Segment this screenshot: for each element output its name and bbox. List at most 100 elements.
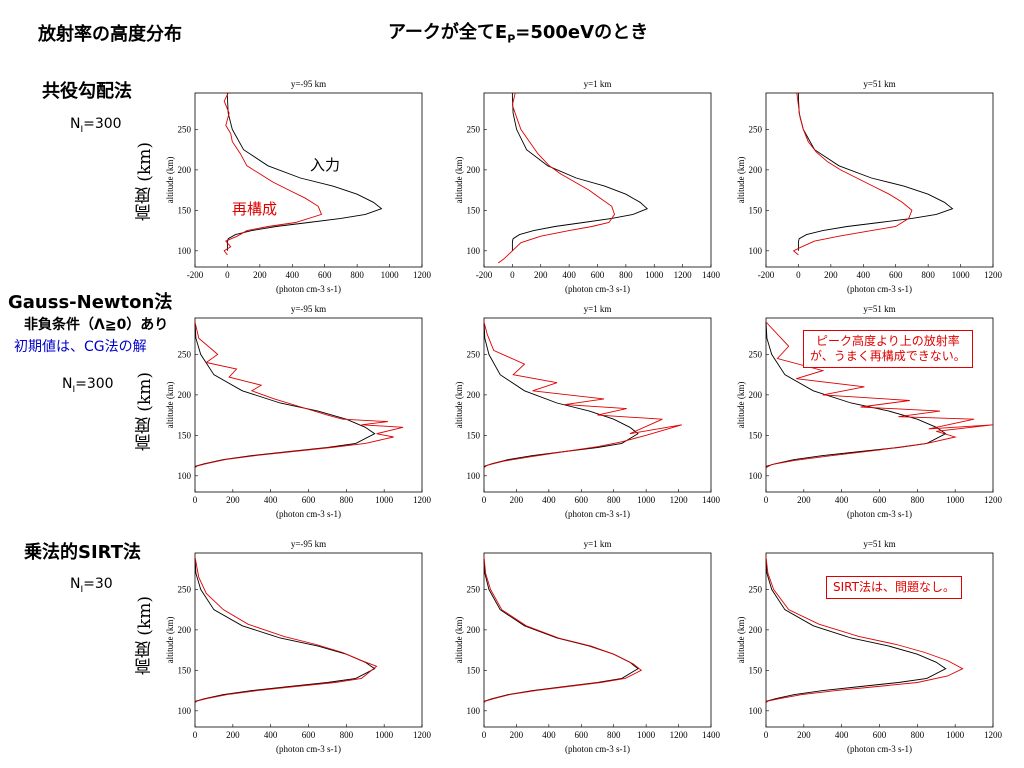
x-tick-label: 400	[542, 495, 556, 505]
slide-title-center: アークが全てEP=500eVのとき	[388, 18, 648, 46]
x-tick-label: 0	[482, 495, 487, 505]
x-tick-label: 400	[562, 270, 576, 280]
x-axis-label: (photon cm-3 s-1)	[847, 744, 912, 754]
x-tick-label: 1200	[984, 270, 1003, 280]
x-tick-label: 1200	[984, 730, 1003, 740]
x-tick-label: 1000	[637, 495, 656, 505]
x-tick-label: 600	[873, 730, 887, 740]
method-label-cg: 共役勾配法	[42, 81, 132, 102]
y-tick-label: 250	[467, 584, 481, 594]
y-tick-label: 200	[178, 165, 192, 175]
callout-gn: ピーク高度より上の放射率 が、うまく再構成できない。	[803, 330, 973, 368]
title-center-prefix: アークが全てE	[388, 22, 508, 43]
x-tick-label: 400	[264, 495, 278, 505]
x-tick-label: 600	[302, 495, 316, 505]
x-tick-label: 1200	[674, 270, 693, 280]
y-tick-label: 250	[749, 349, 763, 359]
callout-gn-line1: ピーク高度より上の放射率	[816, 334, 960, 348]
callout-sirt: SIRT法は、問題なし。	[826, 576, 962, 599]
chart-0-0: y=-95 km -200 0 200 400 600 800 1000 1200 100 150 2…	[165, 79, 432, 294]
plot-frame	[194, 92, 423, 268]
x-tick-label: 800	[911, 495, 925, 505]
method-label-sirt: 乗法的SIRT法	[24, 542, 141, 563]
gn-initial-note: 初期値は、CG法の解	[14, 339, 147, 355]
x-tick-label: 1000	[375, 730, 394, 740]
x-tick-label: 400	[835, 730, 849, 740]
y-tick-label: 150	[178, 665, 192, 675]
x-tick-label: 800	[340, 495, 354, 505]
y-tick-label: 100	[178, 246, 192, 256]
y-axis-label: altitude (km)	[454, 157, 464, 204]
y-tick-label: 150	[749, 430, 763, 440]
x-axis-label: (photon cm-3 s-1)	[565, 284, 630, 294]
y-tick-label: 100	[178, 706, 192, 716]
y-tick-label: 250	[749, 124, 763, 134]
y-tick-label: 100	[749, 706, 763, 716]
x-axis-label: (photon cm-3 s-1)	[847, 284, 912, 294]
x-axis-label: (photon cm-3 s-1)	[276, 509, 341, 519]
y-tick-label: 150	[749, 205, 763, 215]
y-tick-label: 100	[467, 246, 481, 256]
input-line	[765, 556, 947, 703]
x-tick-label: 1000	[645, 270, 664, 280]
n-label-row0: NI=300	[70, 116, 122, 135]
x-tick-label: 600	[318, 270, 332, 280]
x-tick-label: 1000	[637, 730, 656, 740]
x-tick-label: 200	[797, 495, 811, 505]
y-tick-label: 250	[178, 349, 192, 359]
y-tick-label: 250	[467, 349, 481, 359]
x-tick-label: 1200	[670, 730, 689, 740]
y-tick-label: 250	[749, 584, 763, 594]
y-tick-label: 200	[178, 390, 192, 400]
y-tick-label: 100	[467, 706, 481, 716]
x-tick-label: 1200	[413, 730, 432, 740]
chart-title: y=1 km	[584, 79, 612, 89]
x-axis-label: (photon cm-3 s-1)	[276, 284, 341, 294]
y-tick-label: 250	[178, 124, 192, 134]
y-tick-label: 100	[749, 246, 763, 256]
y-tick-label: 200	[467, 390, 481, 400]
y-axis-label: altitude (km)	[454, 617, 464, 664]
reconstruction-line	[483, 556, 643, 704]
x-tick-label: 200	[226, 495, 240, 505]
plot-frame	[194, 317, 423, 493]
title-center-sub: P	[507, 32, 516, 46]
x-tick-label: 1000	[375, 495, 394, 505]
x-tick-label: 1200	[413, 270, 432, 280]
x-tick-label: 0	[193, 730, 198, 740]
chart-title: y=-95 km	[291, 79, 326, 89]
x-tick-label: 1400	[702, 495, 721, 505]
y-axis-label: altitude (km)	[736, 157, 746, 204]
reconstruction-line	[194, 556, 378, 704]
input-line	[511, 93, 649, 251]
y-tick-label: 250	[467, 124, 481, 134]
y-tick-label: 150	[467, 430, 481, 440]
y-tick-label: 150	[467, 205, 481, 215]
chart-2-0: y=-95 km 0 200 400 600 800 1000 1200 100 150 200 25…	[165, 539, 432, 754]
x-axis-label: (photon cm-3 s-1)	[565, 509, 630, 519]
chart-title: y=1 km	[584, 539, 612, 549]
plot-frame	[194, 552, 423, 728]
reconstruction-line	[483, 321, 682, 469]
chart-title: y=-95 km	[291, 539, 326, 549]
x-tick-label: 1200	[413, 495, 432, 505]
y-tick-label: 200	[467, 165, 481, 175]
x-tick-label: 200	[534, 270, 548, 280]
x-tick-label: 0	[510, 270, 515, 280]
x-tick-label: 800	[619, 270, 633, 280]
x-tick-label: 1000	[952, 270, 971, 280]
y-tick-label: 150	[178, 430, 192, 440]
x-tick-label: 0	[764, 730, 769, 740]
x-tick-label: 0	[796, 270, 801, 280]
x-tick-label: 1400	[702, 270, 721, 280]
chart-title: y=51 km	[863, 539, 895, 549]
x-tick-label: 1200	[670, 495, 689, 505]
plot-frame	[483, 317, 712, 493]
y-tick-label: 200	[178, 625, 192, 635]
x-tick-label: 1200	[984, 495, 1003, 505]
x-tick-label: 200	[824, 270, 838, 280]
chart-title: y=1 km	[584, 304, 612, 314]
chart-1-1: y=1 km 0 200 400 600 800 1000 1200 1400 100 150 200…	[454, 304, 721, 519]
x-tick-label: 800	[607, 495, 621, 505]
